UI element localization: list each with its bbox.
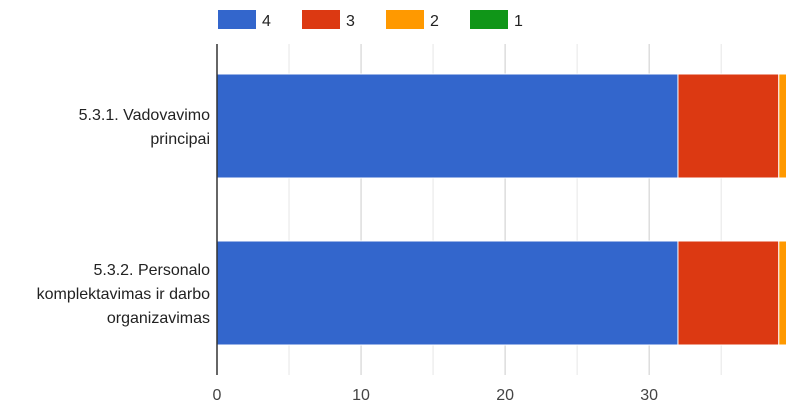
legend-swatch-4 (218, 10, 256, 29)
legend-label-1: 1 (514, 13, 523, 30)
bar-cat1-series-2 (778, 73, 786, 179)
legend-swatch-2 (386, 10, 424, 29)
category-label-line: 5.3.2. Personalo (93, 262, 210, 279)
bar-cat2-series-4 (216, 240, 679, 346)
bar-cat2-series-2 (778, 240, 786, 346)
bar-cat1-series-4 (216, 73, 679, 179)
x-tick-label: 0 (213, 387, 222, 404)
legend-label-4: 4 (262, 13, 271, 30)
category-labels: 5.3.1. Vadovavimo principai 5.3.2. Persona… (37, 107, 211, 327)
category-label-line: principai (150, 131, 210, 148)
bar-cat2-series-3 (677, 240, 780, 346)
x-tick-label: 10 (352, 387, 370, 404)
legend-label-3: 3 (346, 13, 355, 30)
bars (216, 73, 786, 346)
category-label-line: organizavimas (107, 310, 210, 327)
category-label-line: komplektavimas ir darbo (37, 286, 211, 303)
category-label-1: 5.3.1. Vadovavimo principai (79, 107, 210, 148)
legend: 4 3 2 1 (218, 10, 523, 30)
legend-label-2: 2 (430, 13, 439, 30)
category-label-line: 5.3.1. Vadovavimo (79, 107, 210, 124)
x-tick-labels: 0 10 20 30 (213, 387, 659, 404)
category-label-2: 5.3.2. Personalo komplektavimas ir darbo o… (37, 262, 211, 327)
x-tick-label: 20 (496, 387, 514, 404)
legend-swatch-1 (470, 10, 508, 29)
bar-cat1-series-3 (677, 73, 780, 179)
x-tick-label: 30 (640, 387, 658, 404)
legend-swatch-3 (302, 10, 340, 29)
